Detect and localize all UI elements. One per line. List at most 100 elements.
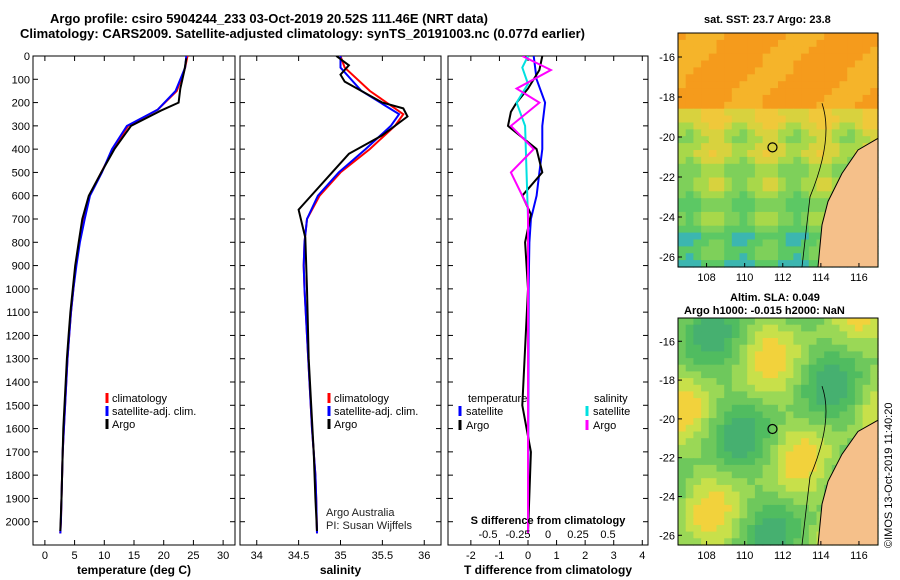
map-cell [731, 498, 741, 506]
map-cell [747, 511, 756, 519]
map-cell [801, 74, 810, 82]
map-cell [747, 232, 756, 241]
map-cell [808, 129, 818, 137]
map-cell [678, 538, 687, 546]
map-cell [778, 531, 787, 539]
map-cell [708, 351, 718, 359]
map-cell [808, 498, 818, 506]
map-cell [685, 156, 694, 165]
x-tick-label: 3 [611, 550, 617, 562]
map-cell [678, 46, 687, 55]
map-cell [785, 184, 794, 192]
map-cell [693, 331, 702, 339]
map-cell [831, 136, 841, 144]
map-cell [708, 418, 718, 426]
map-cell [754, 253, 764, 261]
map-cell [693, 391, 702, 399]
map-cell [770, 191, 779, 199]
difference-temperature-legend-label: Argo [466, 420, 489, 432]
map-cell [739, 324, 748, 332]
map-cell [824, 338, 833, 346]
map-cell [785, 451, 794, 459]
y-tick-label: 300 [12, 121, 30, 133]
map-cell [854, 60, 864, 68]
map-cell [724, 53, 733, 62]
map-cell [862, 60, 871, 68]
map-cell [793, 253, 802, 261]
map-cell [762, 444, 771, 453]
map-cell [678, 260, 687, 268]
map-cell [816, 129, 825, 137]
map-cell [739, 225, 748, 234]
map-cell [724, 218, 733, 227]
map-cell [785, 232, 794, 241]
map-cell [847, 318, 856, 326]
x-axis-label: T difference from climatology [464, 563, 632, 577]
map-cell [731, 444, 741, 453]
map-cell [701, 478, 710, 486]
map-cell [731, 424, 741, 433]
map-cell [731, 371, 741, 379]
map-cell [778, 418, 787, 426]
difference-salinity-legend-label: Argo [593, 420, 616, 432]
map-cell [693, 398, 702, 406]
map-cell [724, 60, 733, 68]
map-cell [701, 211, 710, 220]
map-cell [678, 246, 687, 254]
map-cell [785, 129, 794, 137]
map-cell [693, 358, 702, 366]
map-cell [808, 46, 818, 55]
map-cell [731, 364, 741, 372]
map-cell [701, 253, 710, 261]
map-cell [724, 538, 733, 546]
map-cell [808, 191, 818, 199]
map-cell [808, 358, 818, 366]
map-cell [854, 351, 864, 359]
map-cell [716, 239, 725, 247]
map-cell [793, 81, 802, 89]
map-cell [847, 136, 856, 144]
map-cell [685, 484, 694, 493]
map-cell [724, 404, 733, 413]
map-cell [808, 163, 818, 172]
map-cell [724, 324, 733, 332]
map-cell [731, 260, 741, 268]
map-cell [701, 60, 710, 68]
map-cell [747, 53, 756, 62]
map-cell [808, 391, 818, 399]
map-cell [716, 211, 725, 220]
map-cell [754, 504, 764, 513]
map-cell [801, 170, 810, 179]
map-cell [724, 491, 733, 499]
map-cell [824, 424, 833, 433]
map-cell [770, 538, 779, 546]
map-cell [785, 458, 794, 466]
map-cell [678, 108, 687, 117]
map-cell [831, 378, 841, 386]
map-cell [847, 94, 856, 103]
map-cell [762, 504, 771, 513]
map-y-tick-label: -24 [659, 491, 675, 503]
map-cell [778, 170, 787, 179]
map-cell [854, 338, 864, 346]
map-cell [793, 60, 802, 68]
map-cell [770, 525, 779, 533]
map-cell [716, 260, 725, 268]
map-cell [716, 538, 725, 546]
salinity-annotation: PI: Susan Wijffels [326, 520, 412, 532]
map-cell [831, 338, 841, 346]
map-cell [701, 411, 710, 419]
map-cell [724, 318, 733, 326]
map-cell [678, 364, 687, 372]
map-cell [754, 232, 764, 241]
map-cell [747, 108, 756, 117]
map-cell [816, 358, 825, 366]
map-cell [778, 67, 787, 75]
map-cell [731, 384, 741, 393]
map-cell [685, 491, 694, 499]
x-tick-label: 1 [554, 550, 560, 562]
map-cell [793, 170, 802, 179]
map-cell [785, 177, 794, 185]
map-cell [731, 101, 741, 110]
map-cell [785, 211, 794, 220]
